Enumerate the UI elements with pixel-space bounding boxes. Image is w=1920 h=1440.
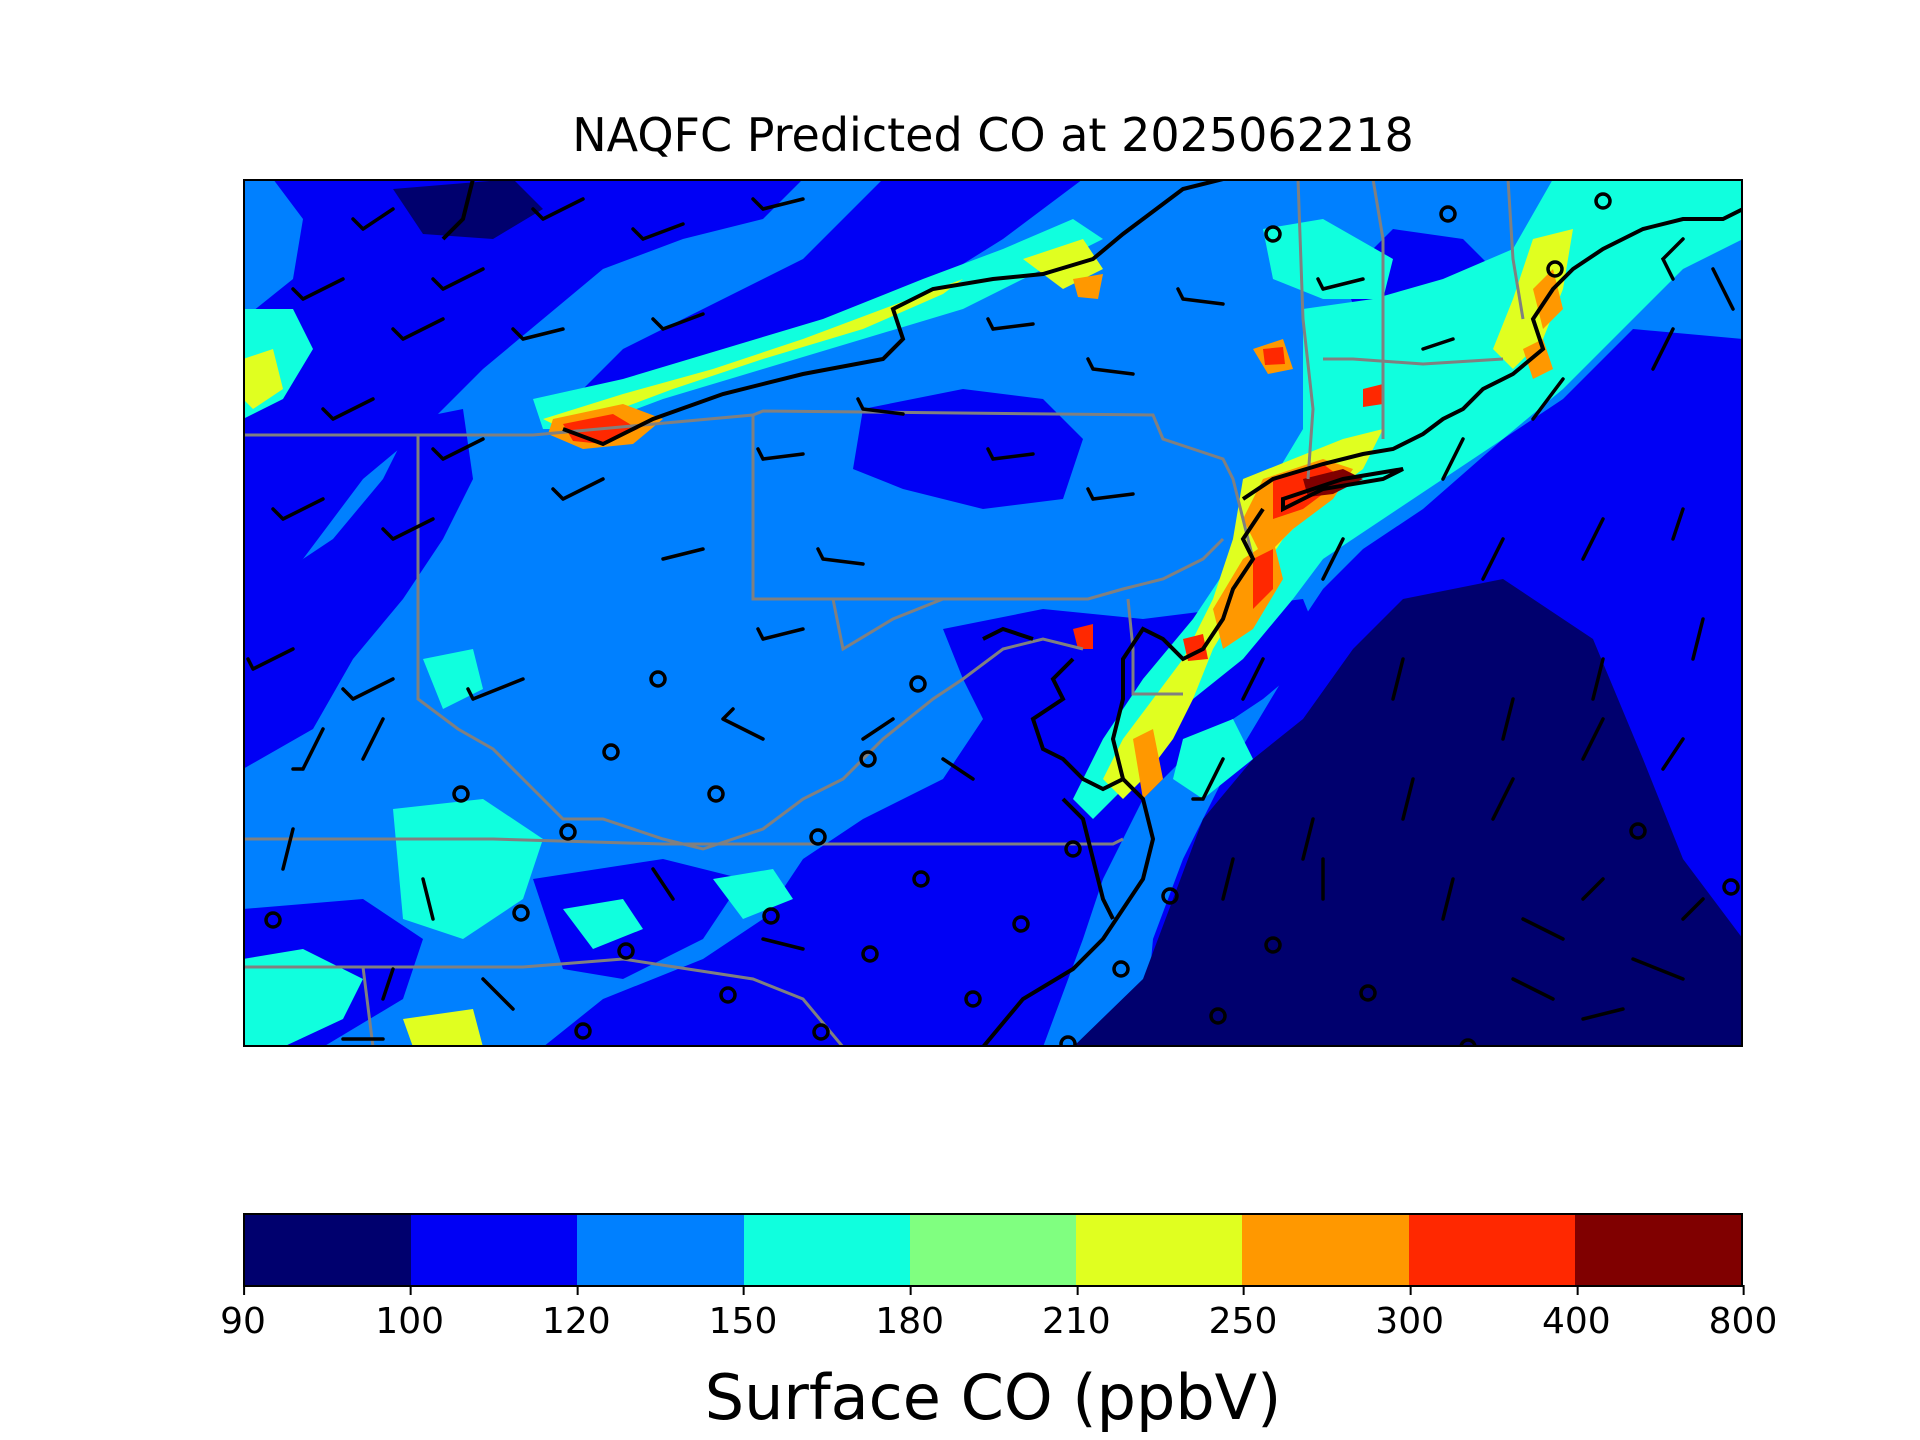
- co-field-150-180: [243, 179, 1743, 1047]
- colorbar-tick-label: 90: [220, 1285, 266, 1342]
- map-title: NAQFC Predicted CO at 2025062218: [572, 108, 1414, 162]
- colorbar-tick-label: 800: [1709, 1285, 1777, 1342]
- colorbar-segment: [577, 1215, 744, 1285]
- colorbar-tick-label: 210: [1042, 1285, 1111, 1342]
- co-field-90-100: [393, 179, 1743, 1047]
- colorbar-segment: [1408, 1215, 1575, 1285]
- colorbar-segment: [411, 1215, 578, 1285]
- colorbar-segment: [743, 1215, 910, 1285]
- colorbar-tick-label: 150: [709, 1285, 777, 1342]
- colorbar-segment: [1076, 1215, 1243, 1285]
- colorbar-tick-label: 400: [1542, 1285, 1611, 1342]
- calm-wind-markers: [264, 192, 1740, 1047]
- colorbar-tick-label: 120: [542, 1285, 611, 1342]
- colorbar-tick-label: 180: [875, 1285, 944, 1342]
- colorbar-ticks: 90 100 120 150 180 210 250 300 400 800: [220, 1285, 1777, 1347]
- colorbar-segment: [909, 1215, 1077, 1285]
- colorbar: [243, 1213, 1743, 1287]
- colorbar-tick-label: 300: [1375, 1285, 1444, 1342]
- colorbar-segment: [1242, 1215, 1409, 1285]
- map-border: [243, 179, 1743, 1047]
- colorbar-segment: [245, 1215, 412, 1285]
- coastlines: [441, 179, 1743, 1047]
- colorbar-tick-label: 250: [1209, 1285, 1277, 1342]
- colorbar-segment: [1574, 1215, 1741, 1285]
- colorbar-tick-label: 100: [375, 1285, 444, 1342]
- state-borders: [243, 179, 1525, 1047]
- colorbar-label: Surface CO (ppbV): [704, 1361, 1282, 1434]
- wind-barbs: [246, 197, 1735, 1041]
- co-concentration-map: [243, 179, 1743, 1047]
